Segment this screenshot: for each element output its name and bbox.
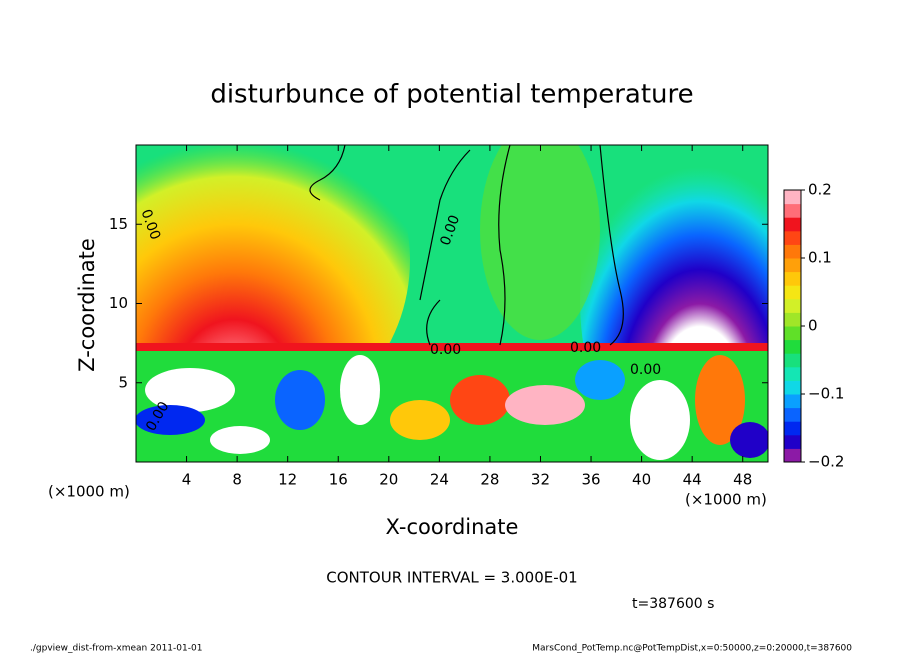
y-tick-label: 5 xyxy=(118,373,128,391)
colorbar-tick-label: −0.2 xyxy=(808,453,844,471)
colorbar-segment xyxy=(784,366,801,381)
chart-title: disturbunce of potential temperature xyxy=(210,80,693,110)
colorbar-segment xyxy=(784,353,801,368)
colorbar-segment xyxy=(784,326,801,341)
x-tick-label: 32 xyxy=(531,471,550,489)
x-axis-label: X-coordinate xyxy=(386,515,519,539)
x-tick-label: 20 xyxy=(379,471,398,489)
contour-label: 0.00 xyxy=(630,362,661,378)
colorbar-segment xyxy=(784,298,801,313)
x-tick-label: 12 xyxy=(278,471,297,489)
field xyxy=(136,145,768,462)
x-unit-label: (×1000 m) xyxy=(685,491,767,509)
x-tick-label: 16 xyxy=(329,471,348,489)
colorbar-segment xyxy=(784,448,801,463)
contour-label: 0.00 xyxy=(430,342,461,358)
colorbar-tick-label: 0.2 xyxy=(808,181,832,199)
colorbar-segment xyxy=(784,407,801,422)
colorbar-tick-label: −0.1 xyxy=(808,385,844,403)
contour-label: 0.00 xyxy=(570,340,601,356)
time-label: t=387600 s xyxy=(632,596,714,612)
x-tick-label: 4 xyxy=(182,471,192,489)
x-tick-label: 48 xyxy=(733,471,752,489)
colorbar-segment xyxy=(784,285,801,300)
colorbar-segment xyxy=(784,394,801,409)
x-tick-label: 36 xyxy=(581,471,600,489)
colorbar-segment xyxy=(784,434,801,449)
colorbar-segment xyxy=(784,203,801,218)
x-tick-label: 28 xyxy=(480,471,499,489)
colorbar-segment xyxy=(784,230,801,245)
colorbar-segment xyxy=(784,244,801,259)
contour-interval: CONTOUR INTERVAL = 3.000E-01 xyxy=(326,569,577,587)
x-unit-label: (×1000 m) xyxy=(48,483,130,501)
colorbar-segment xyxy=(784,271,801,286)
colorbar-tick-label: 0 xyxy=(808,317,818,335)
colorbar-segment xyxy=(784,380,801,395)
colorbar-segment xyxy=(784,217,801,232)
x-tick-label: 24 xyxy=(430,471,449,489)
y-axis-label: Z-coordinate xyxy=(75,238,99,372)
footer-right: MarsCond_PotTemp.nc@PotTempDist,x=0:5000… xyxy=(532,644,852,654)
colorbar-segment xyxy=(784,421,801,436)
x-tick-label: 44 xyxy=(683,471,702,489)
y-tick-label: 10 xyxy=(109,294,128,312)
colorbar-segment xyxy=(784,190,801,205)
footer-left: ./gpview_dist-from-xmean 2011-01-01 xyxy=(30,644,202,654)
y-tick-label: 15 xyxy=(109,215,128,233)
colorbar-segment xyxy=(784,258,801,273)
x-tick-label: 40 xyxy=(632,471,651,489)
x-tick-label: 8 xyxy=(232,471,242,489)
colorbar-segment xyxy=(784,339,801,354)
colorbar-tick-label: 0.1 xyxy=(808,249,832,267)
colorbar-segment xyxy=(784,312,801,327)
